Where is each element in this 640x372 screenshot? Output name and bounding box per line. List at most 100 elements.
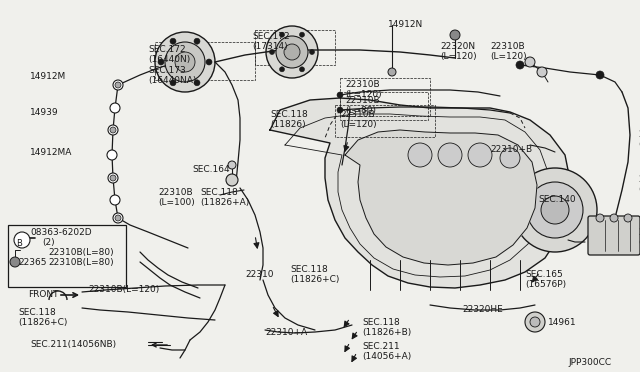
Circle shape [500, 148, 520, 168]
Text: 22310B(L=80): 22310B(L=80) [48, 248, 114, 257]
Circle shape [155, 32, 215, 92]
Text: SEC.172: SEC.172 [148, 45, 186, 54]
Circle shape [516, 61, 524, 69]
Circle shape [280, 67, 285, 72]
Polygon shape [345, 130, 537, 265]
Circle shape [438, 143, 462, 167]
Text: SEC.211(14056NB): SEC.211(14056NB) [30, 340, 116, 349]
Text: 14912MA: 14912MA [30, 148, 72, 157]
Circle shape [108, 125, 118, 135]
Circle shape [624, 214, 632, 222]
Circle shape [194, 38, 200, 44]
Text: B: B [16, 240, 22, 248]
Text: (16440NA): (16440NA) [148, 76, 196, 85]
Circle shape [175, 52, 195, 72]
Circle shape [10, 257, 20, 267]
Text: 22310B: 22310B [490, 42, 525, 51]
Text: SEC.118: SEC.118 [290, 265, 328, 274]
Circle shape [266, 26, 318, 78]
Text: (L=120): (L=120) [340, 120, 376, 129]
Text: 22310B: 22310B [158, 188, 193, 197]
Bar [340, 92, 428, 120]
Circle shape [310, 49, 314, 55]
Circle shape [284, 44, 300, 60]
Circle shape [610, 214, 618, 222]
Text: 22310B: 22310B [638, 228, 640, 237]
Circle shape [110, 195, 120, 205]
Circle shape [525, 312, 545, 332]
Text: SEC.173: SEC.173 [148, 66, 186, 75]
Text: 22310B(L=120): 22310B(L=120) [88, 285, 159, 294]
Text: SEC.164: SEC.164 [192, 165, 230, 174]
Text: (L=120): (L=120) [440, 52, 477, 61]
Circle shape [269, 49, 275, 55]
Circle shape [228, 161, 236, 169]
Text: 22310B: 22310B [340, 110, 374, 119]
Circle shape [107, 150, 117, 160]
Circle shape [170, 38, 176, 44]
Text: 22310B(L=80): 22310B(L=80) [48, 258, 114, 267]
Text: SEC.118: SEC.118 [270, 110, 308, 119]
Circle shape [110, 127, 116, 133]
Text: 22310B: 22310B [345, 96, 380, 105]
Circle shape [596, 71, 604, 79]
Circle shape [525, 57, 535, 67]
Text: (17314): (17314) [252, 42, 287, 51]
Text: 14939: 14939 [30, 108, 59, 117]
Text: SEC.172: SEC.172 [252, 32, 290, 41]
Circle shape [113, 80, 123, 90]
Circle shape [170, 80, 176, 86]
Text: 14912M: 14912M [30, 72, 67, 81]
Circle shape [300, 32, 305, 37]
Text: (11826+C): (11826+C) [18, 318, 67, 327]
Text: (11826+B): (11826+B) [362, 328, 412, 337]
Circle shape [337, 92, 343, 98]
Bar [155, 42, 255, 80]
Text: (L=120): (L=120) [638, 238, 640, 247]
Bar [8, 225, 126, 287]
Text: (L=120): (L=120) [345, 90, 381, 99]
Text: 22320HE: 22320HE [462, 305, 503, 314]
Text: (L=120): (L=120) [638, 140, 640, 149]
Circle shape [468, 143, 492, 167]
Circle shape [280, 32, 285, 37]
Circle shape [596, 214, 604, 222]
Text: (2): (2) [42, 238, 54, 247]
Circle shape [300, 67, 305, 72]
Text: (16576P): (16576P) [525, 280, 566, 289]
Circle shape [113, 213, 123, 223]
Circle shape [337, 107, 343, 113]
FancyBboxPatch shape [588, 216, 640, 255]
Text: (L=120): (L=120) [490, 52, 527, 61]
Circle shape [165, 42, 205, 82]
Circle shape [408, 143, 432, 167]
Text: SEC.118: SEC.118 [362, 318, 400, 327]
Text: 08363-6202D: 08363-6202D [30, 228, 92, 237]
Bar [335, 105, 435, 137]
Bar [255, 30, 335, 65]
Circle shape [108, 173, 118, 183]
Text: 22310+A: 22310+A [265, 328, 307, 337]
Text: (14056+A): (14056+A) [362, 352, 412, 361]
Circle shape [537, 67, 547, 77]
Text: 22310: 22310 [245, 270, 273, 279]
Text: (L=120): (L=120) [638, 185, 640, 194]
Circle shape [110, 103, 120, 113]
Circle shape [530, 317, 540, 327]
Text: (11826+A): (11826+A) [200, 198, 249, 207]
Text: SEC.165: SEC.165 [525, 270, 563, 279]
Text: JPP300CC: JPP300CC [568, 358, 611, 367]
Circle shape [541, 196, 569, 224]
Text: 22320N: 22320N [440, 42, 475, 51]
Text: FRONT: FRONT [28, 290, 58, 299]
Text: 22365: 22365 [18, 258, 47, 267]
Circle shape [276, 36, 308, 68]
Text: (11826): (11826) [270, 120, 306, 129]
Circle shape [388, 68, 396, 76]
Circle shape [513, 168, 597, 252]
Text: 22320N: 22320N [638, 175, 640, 184]
Text: SEC.140: SEC.140 [538, 195, 575, 204]
Circle shape [115, 82, 121, 88]
Text: (16440N): (16440N) [148, 55, 190, 64]
Text: (L=100): (L=100) [158, 198, 195, 207]
